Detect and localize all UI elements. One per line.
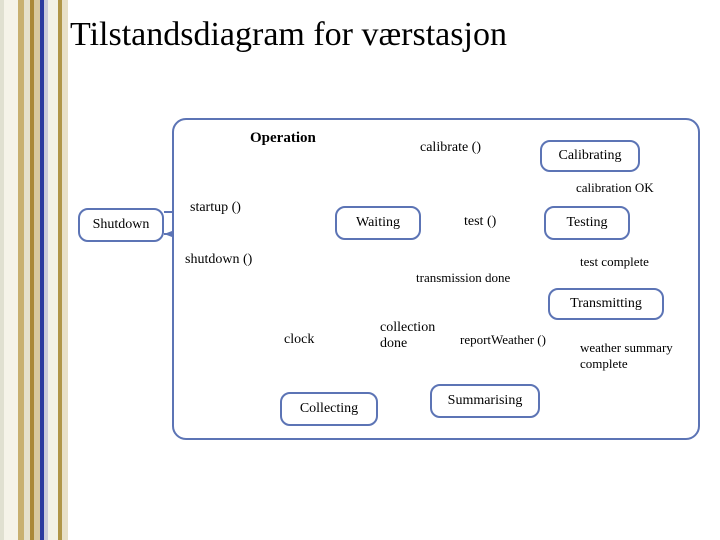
edge-label-test: test () — [464, 214, 496, 230]
edge-label-transmission-done: transmission done — [416, 270, 510, 286]
state-summarising: Summarising — [430, 384, 540, 418]
state-calibrating: Calibrating — [540, 140, 640, 172]
edge-label-test-complete: test complete — [580, 254, 649, 270]
edge-label-shutdown: shutdown () — [185, 252, 252, 268]
edge-label-startup: startup () — [190, 200, 241, 216]
edge-label-clock: clock — [284, 332, 314, 348]
state-testing: Testing — [544, 206, 630, 240]
edge-label-calibrate: calibrate () — [420, 140, 481, 156]
state-collecting-label: Collecting — [300, 401, 358, 417]
edge-label-calibration-ok: calibration OK — [576, 180, 654, 196]
state-shutdown-label: Shutdown — [93, 217, 150, 233]
state-collecting: Collecting — [280, 392, 378, 426]
state-waiting: Waiting — [335, 206, 421, 240]
state-summarising-label: Summarising — [448, 393, 523, 409]
edge-label-collection-done: collectiondone — [380, 320, 435, 352]
slide-root: Tilstandsdiagram for værstasjon Operatio… — [0, 0, 720, 540]
operation-label: Operation — [250, 130, 316, 147]
state-waiting-label: Waiting — [356, 215, 400, 231]
edge-label-report-weather: reportWeather () — [460, 332, 546, 348]
edge-label-weather-summary: weather summarycomplete — [580, 340, 673, 372]
state-shutdown: Shutdown — [78, 208, 164, 242]
state-testing-label: Testing — [566, 215, 607, 231]
state-calibrating-label: Calibrating — [559, 148, 622, 164]
state-transmitting-label: Transmitting — [570, 296, 642, 312]
state-transmitting: Transmitting — [548, 288, 664, 320]
